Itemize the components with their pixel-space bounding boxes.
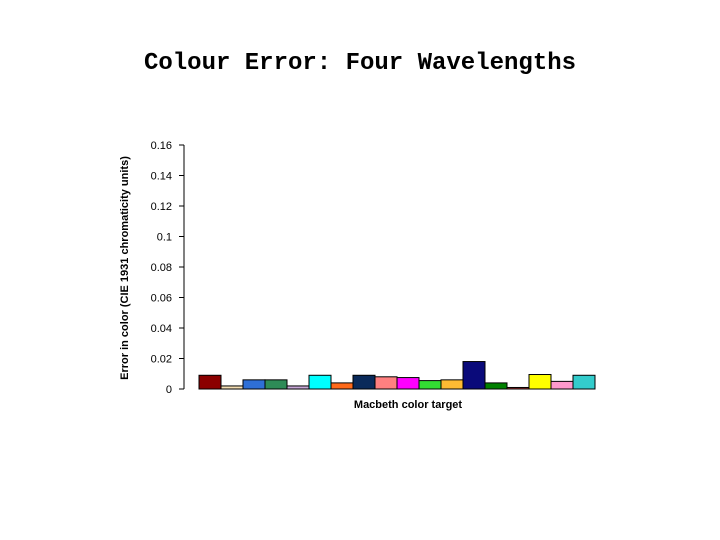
y-tick-label: 0 <box>166 384 172 396</box>
bar <box>308 374 332 390</box>
bar <box>418 380 442 390</box>
bar <box>550 380 574 390</box>
bar <box>462 361 486 390</box>
y-tick-label: 0.02 <box>151 354 172 366</box>
bar <box>220 385 244 390</box>
x-axis-label: Macbeth color target <box>354 399 463 411</box>
bar <box>528 374 552 390</box>
y-tick-label: 0.08 <box>151 262 172 274</box>
y-tick-label: 0.12 <box>151 201 172 213</box>
bar <box>198 374 222 390</box>
y-tick-label: 0.06 <box>151 293 172 305</box>
y-axis-label: Error in color (CIE 1931 chromaticity un… <box>119 156 131 380</box>
y-axis: 0 0.02 0.04 0.06 0.08 0.1 0.12 0.14 0.16 <box>151 140 185 396</box>
bar <box>352 374 376 390</box>
bar <box>572 374 596 390</box>
bar <box>330 382 354 390</box>
slide-title: Colour Error: Four Wavelengths <box>143 50 577 77</box>
bar <box>506 386 530 390</box>
bars <box>198 361 596 390</box>
bar <box>396 377 420 390</box>
bar <box>484 382 508 390</box>
bar <box>286 385 310 390</box>
y-tick-label: 0.16 <box>151 140 172 152</box>
bar <box>242 379 266 390</box>
y-tick-label: 0.04 <box>151 323 172 335</box>
bar <box>374 376 398 390</box>
bar <box>264 379 288 390</box>
bar <box>440 379 464 390</box>
y-tick-label: 0.1 <box>157 232 172 244</box>
y-tick-label: 0.14 <box>151 171 172 183</box>
